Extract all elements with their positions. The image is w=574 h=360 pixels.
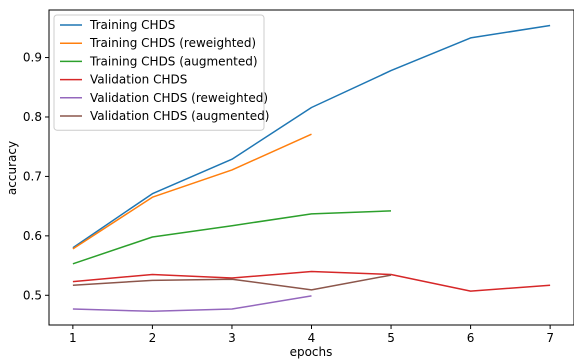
series-line-4 xyxy=(72,270,551,292)
series-line-1 xyxy=(72,24,551,249)
x-axis-label: epochs xyxy=(290,345,333,359)
y-axis-ticks: 0.5 0.6 0.7 0.8 0.9 xyxy=(23,51,49,302)
x-tick-label: 2 xyxy=(149,331,157,345)
legend-label: Training CHDS (augmented) xyxy=(89,54,258,68)
legend-label: Validation CHDS (augmented) xyxy=(90,109,269,123)
y-tick-label: 0.7 xyxy=(23,169,42,183)
y-tick-label: 0.5 xyxy=(23,288,42,302)
x-tick-label: 6 xyxy=(467,331,475,345)
series-line-2 xyxy=(72,133,312,250)
series-line-5 xyxy=(72,295,312,313)
x-tick-label: 7 xyxy=(546,331,554,345)
y-tick-label: 0.9 xyxy=(23,51,42,65)
x-tick-label: 1 xyxy=(69,331,77,345)
legend-label: Validation CHDS xyxy=(90,73,187,87)
legend-label: Training CHDS (reweighted) xyxy=(89,36,256,50)
x-tick-label: 5 xyxy=(387,331,395,345)
x-tick-label: 3 xyxy=(228,331,236,345)
y-tick-label: 0.6 xyxy=(23,229,42,243)
series-layer xyxy=(72,24,551,313)
x-tick-label: 4 xyxy=(308,331,316,345)
series-line-3 xyxy=(72,210,392,265)
y-tick-label: 0.8 xyxy=(23,110,42,124)
y-axis-label: accuracy xyxy=(5,141,19,195)
series-line-6 xyxy=(72,274,392,291)
legend-box xyxy=(53,14,265,131)
legend: Training CHDS Training CHDS (reweighted) T… xyxy=(53,14,269,131)
legend-label: Training CHDS xyxy=(89,18,175,32)
x-axis-ticks: 1 2 3 4 5 6 7 xyxy=(69,325,554,345)
legend-label: Validation CHDS (reweighted) xyxy=(90,91,268,105)
